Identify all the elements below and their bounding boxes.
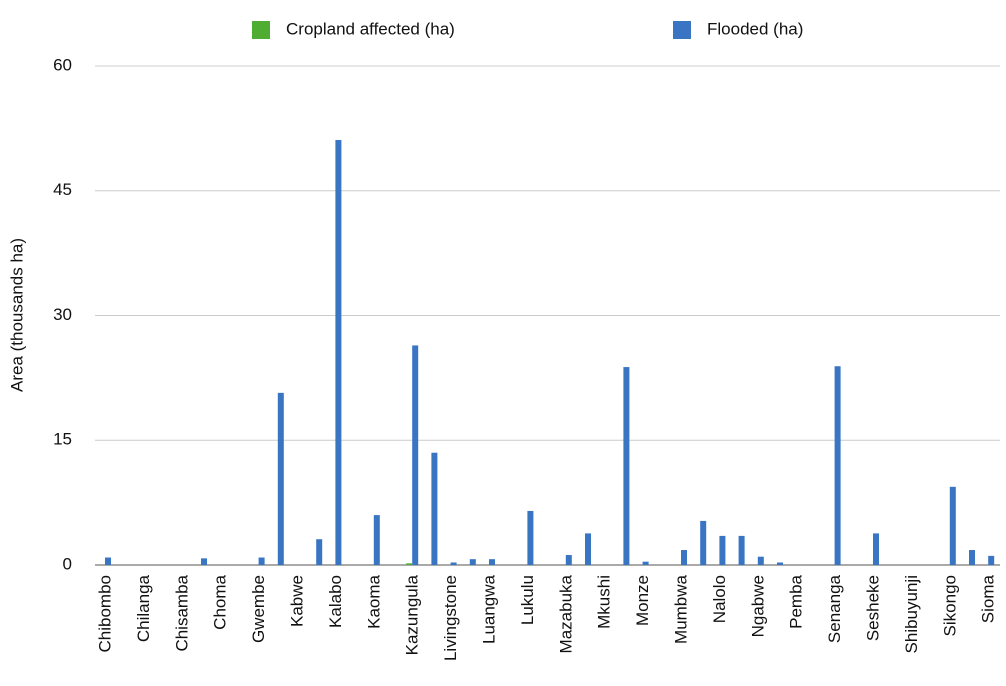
x-tick-label: Shibuyunji [902, 575, 921, 653]
x-tick-label: Gwembe [249, 575, 268, 643]
bar [988, 555, 995, 565]
bar [258, 557, 265, 565]
x-tick-label: Sesheke [863, 575, 882, 641]
x-tick-label: Mkushi [595, 575, 614, 629]
bar [585, 533, 591, 565]
bar [681, 550, 687, 565]
x-tick-label: Mazabuka [556, 574, 575, 653]
bar [949, 486, 956, 565]
bar [277, 392, 284, 565]
x-tick-label: Mumbwa [671, 574, 690, 644]
x-tick-label: Monze [633, 575, 652, 626]
bar [969, 550, 975, 565]
bar [834, 366, 841, 565]
x-tick-label: Sikongo [940, 575, 959, 636]
y-tick-label: 30 [53, 305, 72, 324]
bar [623, 367, 630, 565]
x-tick-label: Chilanga [134, 574, 153, 642]
bar [642, 561, 649, 565]
x-tick-label: Chibombo [95, 575, 114, 653]
legend-swatch [673, 21, 691, 39]
bar [335, 140, 342, 566]
legend-label: Flooded (ha) [707, 19, 803, 38]
bar [412, 345, 419, 565]
bar [565, 555, 572, 565]
x-tick-label: Lukulu [518, 575, 537, 625]
x-tick-label: Kabwe [287, 575, 306, 627]
bar [777, 562, 783, 565]
x-tick-label: Nalolo [710, 575, 729, 623]
bar [469, 559, 476, 565]
y-tick-label: 15 [53, 430, 72, 449]
y-tick-label: 60 [53, 55, 72, 74]
x-tick-label: Choma [211, 574, 230, 629]
bar [489, 559, 495, 565]
y-tick-label: 45 [53, 180, 72, 199]
bar [431, 452, 438, 565]
bar [738, 535, 745, 565]
x-tick-label: Chisamba [172, 574, 191, 651]
x-tick-label: Luangwa [479, 574, 498, 644]
bar [373, 515, 380, 565]
bar [406, 563, 413, 565]
bar [527, 510, 534, 565]
y-axis-label: Area (thousands ha) [7, 238, 26, 392]
x-tick-label: Senanga [825, 574, 844, 643]
x-tick-label: Sioma [979, 574, 998, 623]
legend-swatch [252, 21, 270, 39]
x-tick-label: Livingstone [441, 575, 460, 661]
x-tick-label: Kalabo [326, 575, 345, 628]
bar [700, 520, 707, 565]
x-tick-label: Pemba [787, 574, 806, 628]
bar [450, 562, 457, 565]
bar [757, 556, 764, 565]
y-tick-label: 0 [63, 554, 72, 573]
bar [201, 558, 207, 565]
legend-label: Cropland affected (ha) [286, 19, 455, 38]
x-tick-label: Kazungula [403, 574, 422, 655]
bar [316, 539, 323, 565]
bar [719, 535, 726, 565]
x-tick-label: Kaoma [364, 574, 383, 628]
bar [105, 557, 111, 565]
x-tick-label: Ngabwe [748, 575, 767, 637]
bar [873, 533, 879, 565]
